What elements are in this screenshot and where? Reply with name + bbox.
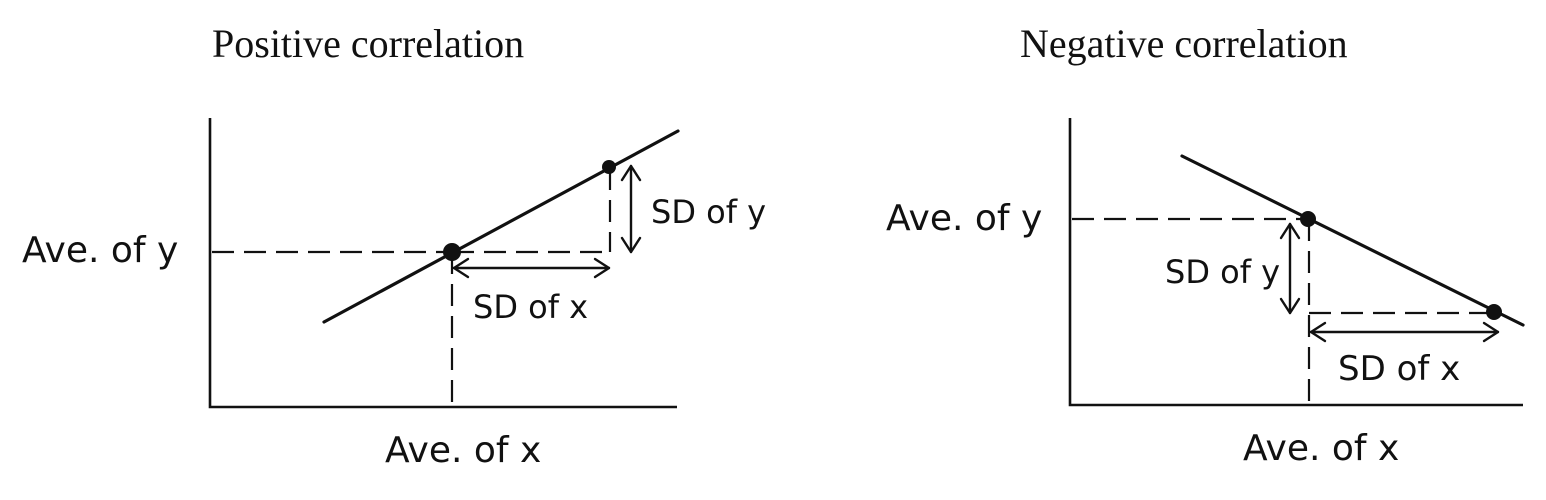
negative-panel: Ave. of y Ave. of x SD of y SD of x bbox=[886, 118, 1525, 469]
negative-ave-x-label: Ave. of x bbox=[1243, 428, 1399, 469]
negative-sd-y-label: SD of y bbox=[1165, 253, 1280, 291]
negative-sd-y-arrow bbox=[1279, 222, 1301, 315]
negative-point-of-averages bbox=[1300, 211, 1316, 227]
positive-panel: Ave. of y Ave. of x SD of y SD of x bbox=[22, 118, 766, 471]
negative-axes bbox=[1068, 118, 1523, 407]
positive-point-of-averages bbox=[443, 243, 461, 261]
positive-ave-x-label: Ave. of x bbox=[385, 430, 541, 471]
negative-sd-x-label: SD of x bbox=[1338, 349, 1460, 389]
positive-sd-y-arrow bbox=[620, 164, 642, 254]
negative-sd-point bbox=[1486, 304, 1502, 320]
positive-sd-point bbox=[602, 160, 616, 174]
negative-ave-y-label: Ave. of y bbox=[886, 198, 1042, 239]
negative-regression-line bbox=[1180, 154, 1525, 327]
positive-regression-line bbox=[322, 129, 680, 324]
negative-panel-title: Negative correlation bbox=[1020, 21, 1348, 66]
positive-sd-x-label: SD of x bbox=[473, 288, 588, 326]
positive-sd-x-arrow bbox=[452, 257, 611, 279]
positive-axes bbox=[208, 118, 677, 409]
positive-ave-y-label: Ave. of y bbox=[22, 230, 178, 271]
negative-sd-x-arrow bbox=[1309, 321, 1500, 343]
positive-panel-title: Positive correlation bbox=[212, 21, 525, 66]
positive-sd-y-label: SD of y bbox=[651, 193, 766, 231]
